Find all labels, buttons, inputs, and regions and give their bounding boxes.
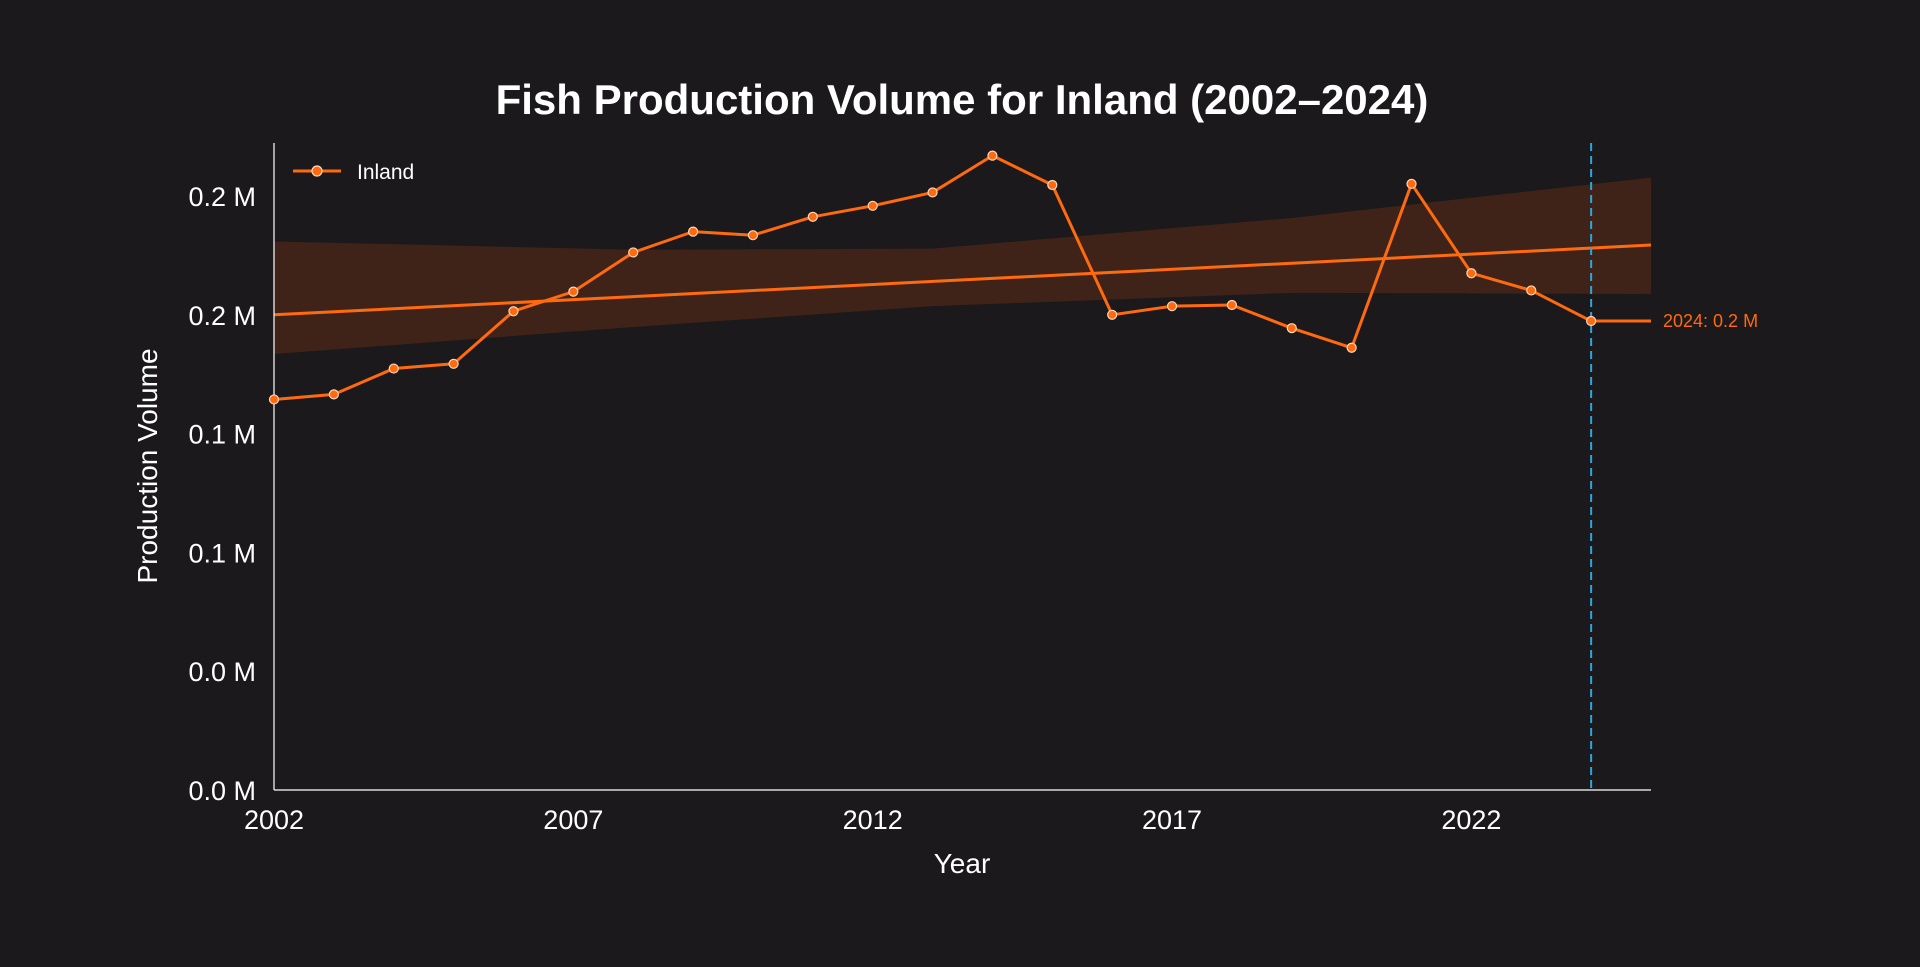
data-point [1047, 179, 1058, 191]
x-tick-label: 2002 [244, 805, 304, 835]
y-tick-label: 0.0 M [188, 776, 256, 806]
data-point [1526, 285, 1537, 296]
data-point [927, 187, 938, 198]
legend: Inland [293, 161, 414, 184]
data-point [987, 150, 998, 161]
data-point [807, 211, 818, 222]
data-point [568, 286, 579, 297]
confidence-band [274, 177, 1651, 355]
data-point [628, 247, 639, 258]
data-point [388, 363, 399, 374]
data-point [687, 226, 699, 237]
data-point [1226, 299, 1238, 311]
chart-title: Fish Production Volume for Inland (2002–… [496, 76, 1429, 123]
trend-line [273, 243, 1652, 317]
data-point [1466, 268, 1477, 279]
data-point [328, 389, 339, 400]
data-point [1166, 301, 1178, 312]
x-tick-label: 2017 [1142, 805, 1202, 835]
y-axis-label: Production Volume [132, 348, 163, 583]
data-point [508, 306, 519, 317]
x-tick-label: 2022 [1441, 805, 1501, 835]
x-tick-label: 2007 [543, 805, 603, 835]
data-point [747, 230, 759, 241]
data-point [1286, 323, 1297, 334]
data-point [1107, 309, 1118, 320]
legend-label: Inland [357, 161, 414, 184]
data-point [1406, 178, 1417, 189]
end-value-label: 2024: 0.2 M [1663, 311, 1758, 331]
legend-marker [311, 165, 323, 177]
y-tick-label: 0.1 M [188, 538, 256, 568]
data-point [867, 200, 878, 211]
y-tick-label: 0.2 M [188, 301, 256, 331]
y-tick-label: 0.1 M [188, 420, 256, 450]
data-point [268, 394, 280, 405]
y-tick-label: 0.2 M [188, 182, 256, 212]
y-tick-label: 0.0 M [188, 657, 256, 687]
x-axis-label: Year [934, 848, 991, 879]
data-point [1586, 315, 1597, 327]
data-point [448, 358, 459, 369]
x-tick-label: 2012 [843, 805, 903, 835]
data-point [1346, 342, 1357, 353]
